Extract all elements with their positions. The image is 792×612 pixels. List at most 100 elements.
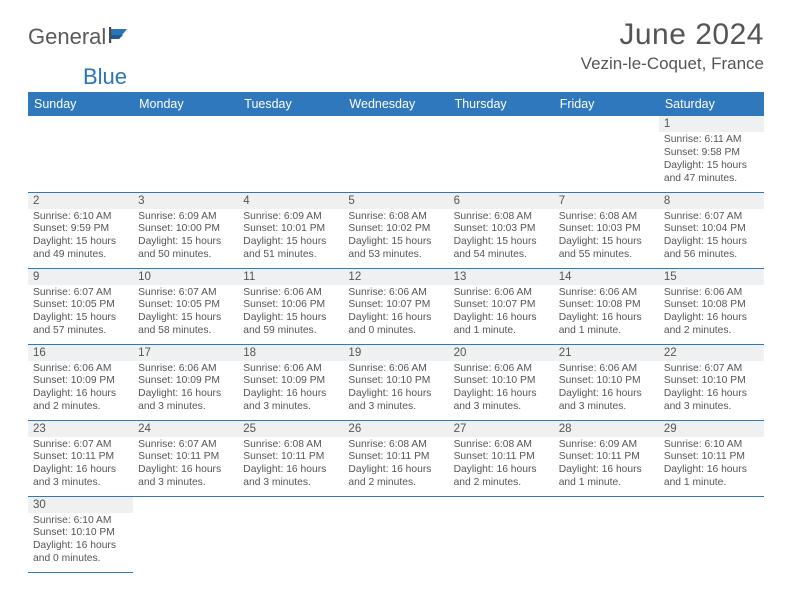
logo-text-blue: Blue bbox=[83, 64, 792, 90]
day-number: 30 bbox=[28, 497, 133, 513]
calendar-cell: 20Sunrise: 6:06 AMSunset: 10:10 PMDaylig… bbox=[449, 344, 554, 420]
day-number: 24 bbox=[133, 421, 238, 437]
day-number: 3 bbox=[133, 193, 238, 209]
day-details: Sunrise: 6:08 AMSunset: 10:02 PMDaylight… bbox=[343, 209, 448, 266]
day-details: Sunrise: 6:11 AMSunset: 9:58 PMDaylight:… bbox=[659, 132, 764, 189]
calendar-table: SundayMondayTuesdayWednesdayThursdayFrid… bbox=[28, 92, 764, 573]
day-number: 10 bbox=[133, 269, 238, 285]
calendar-cell: 23Sunrise: 6:07 AMSunset: 10:11 PMDaylig… bbox=[28, 420, 133, 496]
day-details: Sunrise: 6:06 AMSunset: 10:09 PMDaylight… bbox=[133, 361, 238, 418]
day-details: Sunrise: 6:06 AMSunset: 10:09 PMDaylight… bbox=[28, 361, 133, 418]
day-number: 15 bbox=[659, 269, 764, 285]
logo-flag-icon bbox=[109, 25, 137, 50]
calendar-body: 1Sunrise: 6:11 AMSunset: 9:58 PMDaylight… bbox=[28, 116, 764, 572]
day-number: 12 bbox=[343, 269, 448, 285]
day-details: Sunrise: 6:08 AMSunset: 10:11 PMDaylight… bbox=[449, 437, 554, 494]
calendar-cell: 26Sunrise: 6:08 AMSunset: 10:11 PMDaylig… bbox=[343, 420, 448, 496]
calendar-cell bbox=[133, 116, 238, 192]
weekday-header: Thursday bbox=[449, 92, 554, 116]
calendar-cell: 7Sunrise: 6:08 AMSunset: 10:03 PMDayligh… bbox=[554, 192, 659, 268]
month-title: June 2024 bbox=[581, 18, 764, 52]
calendar-cell bbox=[133, 496, 238, 572]
day-number: 23 bbox=[28, 421, 133, 437]
calendar-cell: 3Sunrise: 6:09 AMSunset: 10:00 PMDayligh… bbox=[133, 192, 238, 268]
day-number: 17 bbox=[133, 345, 238, 361]
day-number: 7 bbox=[554, 193, 659, 209]
day-details: Sunrise: 6:08 AMSunset: 10:03 PMDaylight… bbox=[449, 209, 554, 266]
day-details: Sunrise: 6:06 AMSunset: 10:06 PMDaylight… bbox=[238, 285, 343, 342]
calendar-cell bbox=[554, 496, 659, 572]
calendar-cell: 16Sunrise: 6:06 AMSunset: 10:09 PMDaylig… bbox=[28, 344, 133, 420]
day-details: Sunrise: 6:06 AMSunset: 10:08 PMDaylight… bbox=[554, 285, 659, 342]
calendar-cell: 27Sunrise: 6:08 AMSunset: 10:11 PMDaylig… bbox=[449, 420, 554, 496]
day-number: 6 bbox=[449, 193, 554, 209]
weekday-header: Monday bbox=[133, 92, 238, 116]
calendar-week-row: 2Sunrise: 6:10 AMSunset: 9:59 PMDaylight… bbox=[28, 192, 764, 268]
day-number: 25 bbox=[238, 421, 343, 437]
calendar-cell bbox=[449, 496, 554, 572]
calendar-cell bbox=[238, 496, 343, 572]
calendar-cell bbox=[449, 116, 554, 192]
calendar-cell: 14Sunrise: 6:06 AMSunset: 10:08 PMDaylig… bbox=[554, 268, 659, 344]
day-number: 28 bbox=[554, 421, 659, 437]
day-details: Sunrise: 6:06 AMSunset: 10:07 PMDaylight… bbox=[449, 285, 554, 342]
day-details: Sunrise: 6:10 AMSunset: 10:11 PMDaylight… bbox=[659, 437, 764, 494]
day-number: 29 bbox=[659, 421, 764, 437]
calendar-cell: 1Sunrise: 6:11 AMSunset: 9:58 PMDaylight… bbox=[659, 116, 764, 192]
calendar-week-row: 23Sunrise: 6:07 AMSunset: 10:11 PMDaylig… bbox=[28, 420, 764, 496]
day-number: 2 bbox=[28, 193, 133, 209]
calendar-cell: 10Sunrise: 6:07 AMSunset: 10:05 PMDaylig… bbox=[133, 268, 238, 344]
calendar-cell bbox=[238, 116, 343, 192]
day-details: Sunrise: 6:07 AMSunset: 10:05 PMDaylight… bbox=[28, 285, 133, 342]
calendar-cell: 4Sunrise: 6:09 AMSunset: 10:01 PMDayligh… bbox=[238, 192, 343, 268]
day-number: 14 bbox=[554, 269, 659, 285]
day-details: Sunrise: 6:09 AMSunset: 10:00 PMDaylight… bbox=[133, 209, 238, 266]
day-details: Sunrise: 6:06 AMSunset: 10:10 PMDaylight… bbox=[343, 361, 448, 418]
calendar-cell: 11Sunrise: 6:06 AMSunset: 10:06 PMDaylig… bbox=[238, 268, 343, 344]
day-number: 18 bbox=[238, 345, 343, 361]
calendar-cell: 25Sunrise: 6:08 AMSunset: 10:11 PMDaylig… bbox=[238, 420, 343, 496]
day-number: 4 bbox=[238, 193, 343, 209]
calendar-cell: 22Sunrise: 6:07 AMSunset: 10:10 PMDaylig… bbox=[659, 344, 764, 420]
day-details: Sunrise: 6:08 AMSunset: 10:03 PMDaylight… bbox=[554, 209, 659, 266]
day-number: 1 bbox=[659, 116, 764, 132]
logo: General bbox=[28, 24, 137, 50]
calendar-cell: 8Sunrise: 6:07 AMSunset: 10:04 PMDayligh… bbox=[659, 192, 764, 268]
calendar-cell: 13Sunrise: 6:06 AMSunset: 10:07 PMDaylig… bbox=[449, 268, 554, 344]
day-details: Sunrise: 6:08 AMSunset: 10:11 PMDaylight… bbox=[343, 437, 448, 494]
day-number: 13 bbox=[449, 269, 554, 285]
weekday-header: Sunday bbox=[28, 92, 133, 116]
day-details: Sunrise: 6:07 AMSunset: 10:11 PMDaylight… bbox=[133, 437, 238, 494]
day-number: 22 bbox=[659, 345, 764, 361]
calendar-cell: 17Sunrise: 6:06 AMSunset: 10:09 PMDaylig… bbox=[133, 344, 238, 420]
day-number: 20 bbox=[449, 345, 554, 361]
day-number: 9 bbox=[28, 269, 133, 285]
calendar-cell bbox=[343, 116, 448, 192]
calendar-cell: 15Sunrise: 6:06 AMSunset: 10:08 PMDaylig… bbox=[659, 268, 764, 344]
day-details: Sunrise: 6:07 AMSunset: 10:11 PMDaylight… bbox=[28, 437, 133, 494]
calendar-cell: 12Sunrise: 6:06 AMSunset: 10:07 PMDaylig… bbox=[343, 268, 448, 344]
day-number: 5 bbox=[343, 193, 448, 209]
calendar-cell: 6Sunrise: 6:08 AMSunset: 10:03 PMDayligh… bbox=[449, 192, 554, 268]
calendar-week-row: 9Sunrise: 6:07 AMSunset: 10:05 PMDayligh… bbox=[28, 268, 764, 344]
calendar-cell: 9Sunrise: 6:07 AMSunset: 10:05 PMDayligh… bbox=[28, 268, 133, 344]
day-details: Sunrise: 6:06 AMSunset: 10:08 PMDaylight… bbox=[659, 285, 764, 342]
calendar-cell: 19Sunrise: 6:06 AMSunset: 10:10 PMDaylig… bbox=[343, 344, 448, 420]
weekday-header: Tuesday bbox=[238, 92, 343, 116]
calendar-cell: 2Sunrise: 6:10 AMSunset: 9:59 PMDaylight… bbox=[28, 192, 133, 268]
calendar-cell bbox=[554, 116, 659, 192]
calendar-week-row: 16Sunrise: 6:06 AMSunset: 10:09 PMDaylig… bbox=[28, 344, 764, 420]
calendar-week-row: 1Sunrise: 6:11 AMSunset: 9:58 PMDaylight… bbox=[28, 116, 764, 192]
weekday-header: Friday bbox=[554, 92, 659, 116]
calendar-cell bbox=[28, 116, 133, 192]
day-details: Sunrise: 6:10 AMSunset: 10:10 PMDaylight… bbox=[28, 513, 133, 570]
day-details: Sunrise: 6:06 AMSunset: 10:09 PMDaylight… bbox=[238, 361, 343, 418]
day-number: 8 bbox=[659, 193, 764, 209]
day-number: 16 bbox=[28, 345, 133, 361]
day-details: Sunrise: 6:10 AMSunset: 9:59 PMDaylight:… bbox=[28, 209, 133, 266]
calendar-cell: 5Sunrise: 6:08 AMSunset: 10:02 PMDayligh… bbox=[343, 192, 448, 268]
calendar-cell: 28Sunrise: 6:09 AMSunset: 10:11 PMDaylig… bbox=[554, 420, 659, 496]
calendar-cell: 24Sunrise: 6:07 AMSunset: 10:11 PMDaylig… bbox=[133, 420, 238, 496]
day-details: Sunrise: 6:07 AMSunset: 10:10 PMDaylight… bbox=[659, 361, 764, 418]
calendar-cell bbox=[659, 496, 764, 572]
